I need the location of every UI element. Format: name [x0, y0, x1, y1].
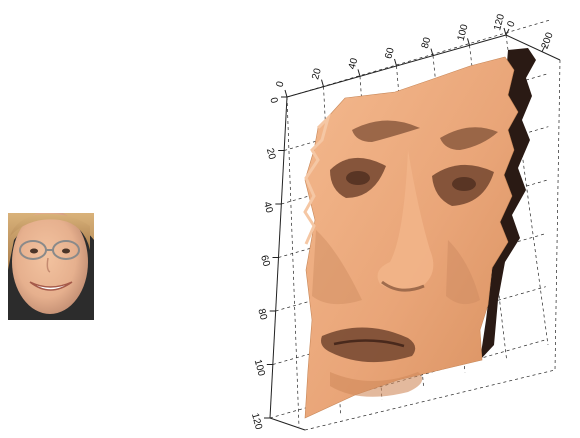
tick-x: [503, 27, 507, 36]
surface-right-brow: [440, 127, 498, 150]
photo-bangs: [10, 213, 90, 250]
surface-left-edge: [303, 112, 331, 245]
surface-mouth: [321, 327, 416, 363]
tick-x: [394, 58, 397, 67]
tick-label-x: 40: [347, 56, 361, 70]
tick-label-y: 80: [255, 308, 269, 322]
photo-hair: [8, 213, 94, 270]
tick-label-y: 0: [267, 96, 279, 105]
tick-x: [321, 79, 324, 87]
photo-smile: [29, 281, 73, 291]
grid-line-x: [286, 96, 300, 428]
tick-label-y: 100: [252, 358, 267, 377]
face-surface: [303, 48, 536, 419]
tick-z: [541, 45, 546, 52]
grid-line-x: [505, 34, 549, 346]
tick-label-x: 0: [275, 80, 287, 89]
tick-label-x: 60: [383, 46, 397, 60]
tick-label-z: 0: [506, 19, 518, 28]
surface-left-brow: [352, 120, 420, 142]
face-photo: [8, 213, 94, 320]
tick-label-y: 120: [249, 412, 264, 431]
axis-edge-far-bottom: [304, 369, 556, 431]
tick-label-x: 80: [420, 36, 434, 50]
tick-label-y: 40: [261, 201, 275, 215]
tick-label-y: 60: [258, 254, 272, 268]
tick-x: [467, 38, 470, 46]
tick-label-z: 200: [540, 31, 556, 51]
axis-edge-depth-top: [505, 34, 561, 61]
tick-z: [505, 28, 510, 36]
tick-label-y: 20: [264, 147, 278, 161]
tick-x: [357, 69, 361, 77]
tick-label-x: 120: [492, 12, 507, 31]
photo-face: [12, 213, 88, 314]
grid-line-y: [286, 19, 551, 98]
tick-x: [284, 89, 288, 98]
grid-line-y: [272, 286, 546, 365]
tick-label-x: 20: [310, 67, 324, 81]
surface-nose: [377, 150, 434, 292]
tick-label-x: 100: [456, 23, 471, 42]
axis-edge-right: [554, 59, 561, 371]
axis-edge-bottom: [269, 417, 306, 431]
